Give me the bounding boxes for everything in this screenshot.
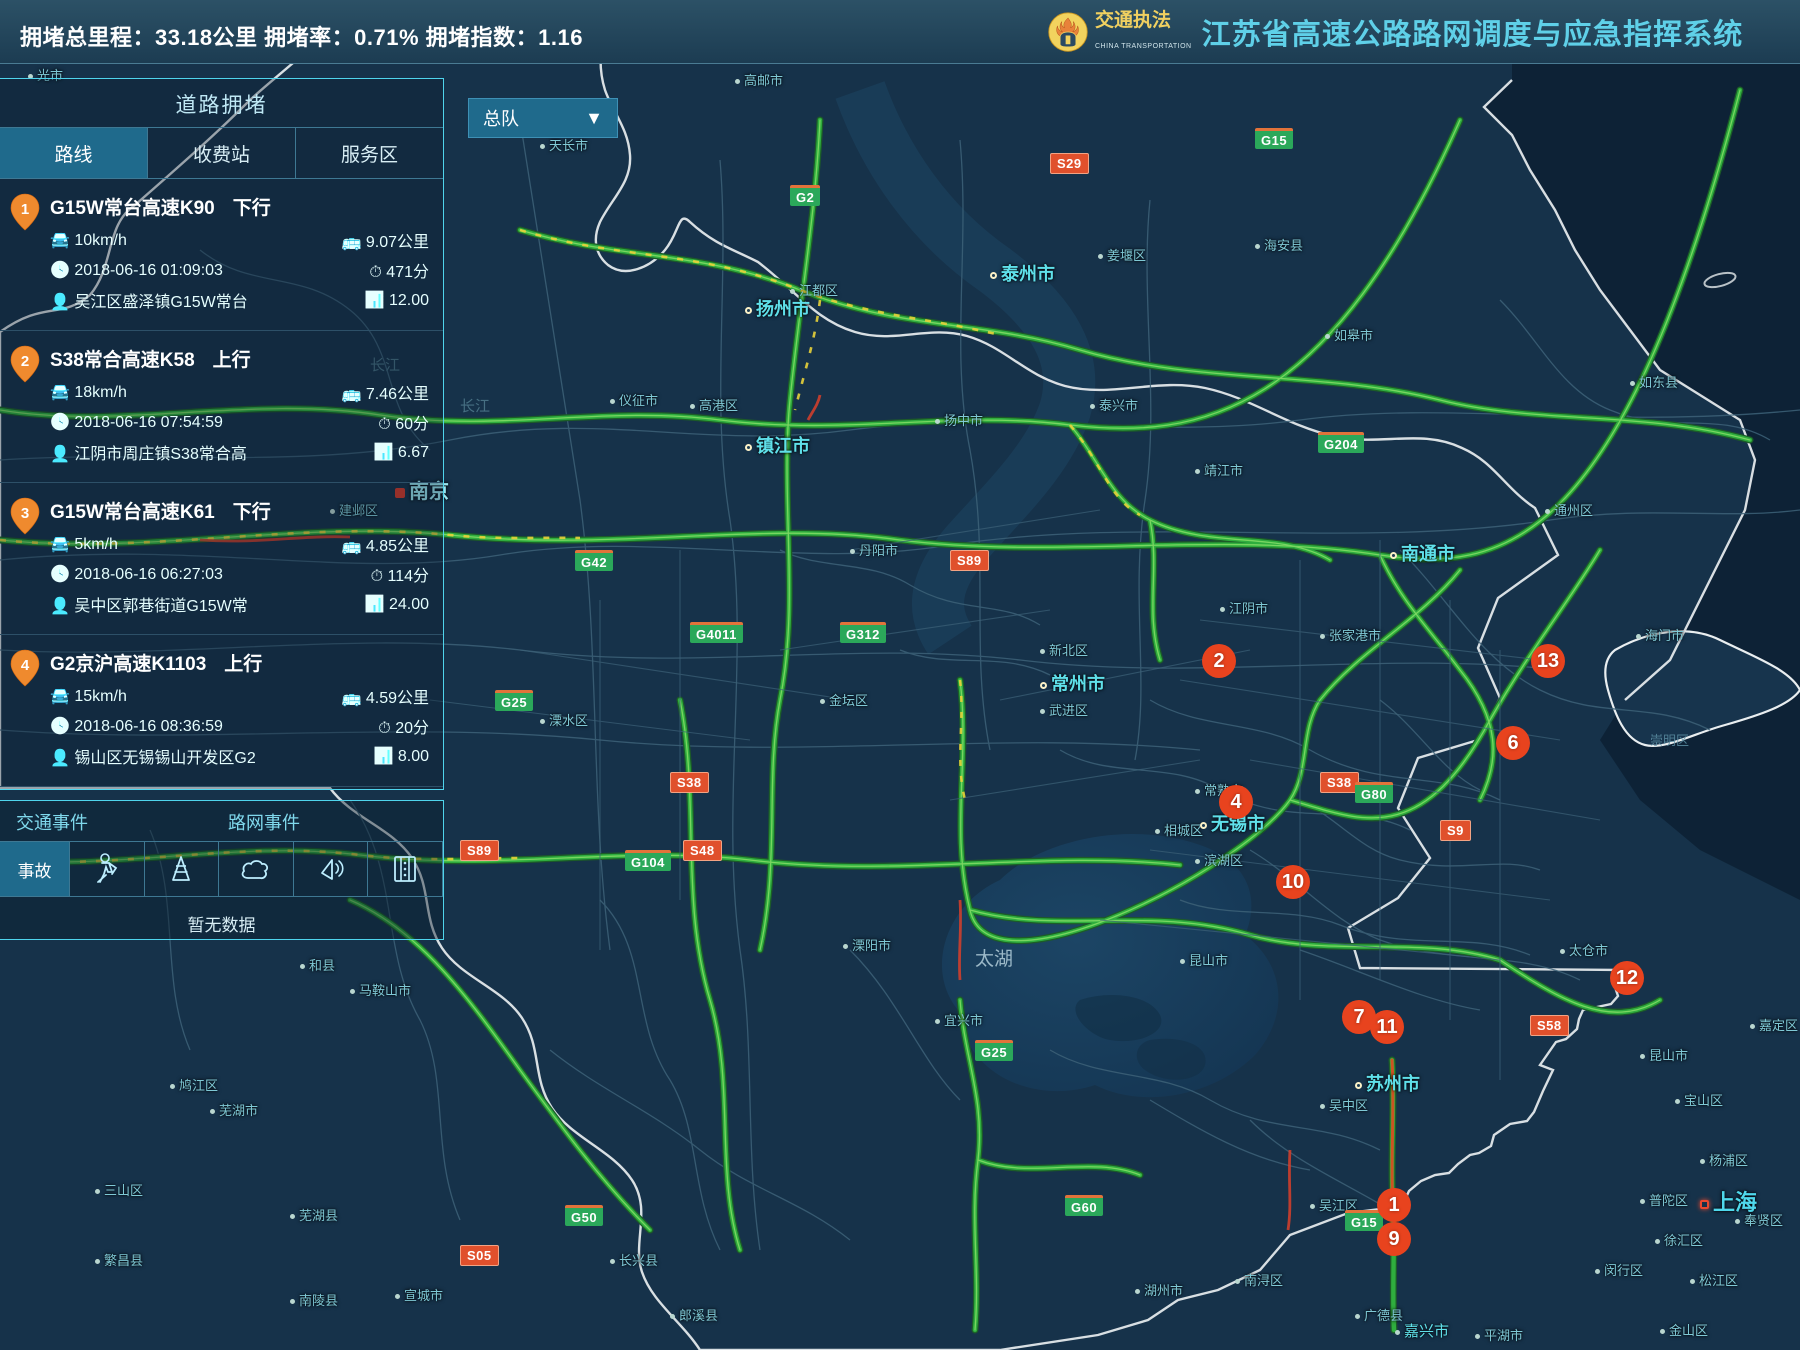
svg-text:4: 4 <box>21 657 30 674</box>
svg-text:1: 1 <box>21 201 29 218</box>
svg-text:太湖: 太湖 <box>975 948 1013 970</box>
svg-text:3: 3 <box>21 505 29 522</box>
svg-text:2: 2 <box>21 353 29 370</box>
svg-text:崇明区: 崇明区 <box>1650 733 1689 748</box>
